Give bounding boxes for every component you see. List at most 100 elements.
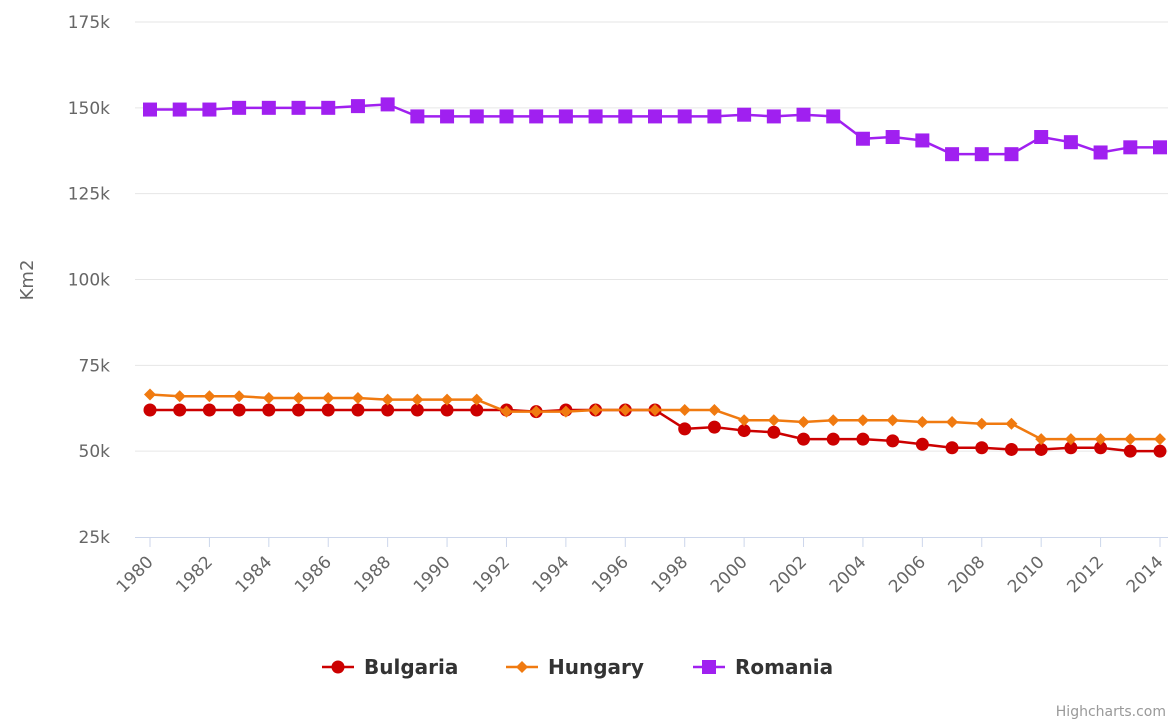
data-point-romania[interactable] [766,109,781,124]
data-point-hungary[interactable] [1005,417,1018,430]
data-point-bulgaria[interactable] [202,403,216,417]
data-point-hungary[interactable] [589,403,602,416]
data-point-bulgaria[interactable] [143,403,157,417]
data-point-romania[interactable] [440,109,455,124]
data-point-bulgaria[interactable] [767,425,781,439]
data-point-hungary[interactable] [233,390,246,403]
data-point-hungary[interactable] [500,405,513,418]
data-point-romania[interactable] [1093,145,1108,160]
data-point-hungary[interactable] [649,403,661,416]
data-point-romania[interactable] [1153,140,1167,155]
data-point-romania[interactable] [143,102,157,117]
data-point-bulgaria[interactable] [975,441,989,455]
data-point-hungary[interactable] [946,415,959,428]
data-point-romania[interactable] [232,100,247,115]
legend-item-romania[interactable]: Romania [693,655,833,679]
data-point-hungary[interactable] [173,390,186,403]
data-point-hungary[interactable] [738,414,751,427]
data-point-hungary[interactable] [1154,433,1166,446]
data-point-bulgaria[interactable] [678,422,692,436]
data-point-romania[interactable] [1034,130,1049,145]
data-point-hungary[interactable] [975,417,988,430]
data-point-romania[interactable] [469,109,484,124]
data-point-romania[interactable] [380,97,395,112]
data-point-hungary[interactable] [886,414,899,427]
data-point-bulgaria[interactable] [470,403,484,417]
credits-link[interactable]: Highcharts.com [1056,704,1166,720]
data-point-hungary[interactable] [262,391,275,404]
data-point-romania[interactable] [1063,135,1078,150]
data-point-romania[interactable] [945,147,960,162]
data-point-romania[interactable] [974,147,989,162]
data-point-romania[interactable] [261,100,276,115]
data-point-hungary[interactable] [1124,433,1137,446]
data-point-bulgaria[interactable] [232,403,246,417]
data-point-bulgaria[interactable] [351,403,365,417]
data-point-bulgaria[interactable] [262,403,276,417]
data-point-hungary[interactable] [470,393,483,406]
data-point-bulgaria[interactable] [915,437,929,451]
data-point-hungary[interactable] [559,405,572,418]
data-point-romania[interactable] [737,107,752,122]
data-point-bulgaria[interactable] [440,403,454,417]
data-point-bulgaria[interactable] [826,432,840,446]
data-point-romania[interactable] [648,109,662,124]
data-point-bulgaria[interactable] [945,441,959,455]
data-point-romania[interactable] [202,102,217,117]
data-point-romania[interactable] [915,133,930,148]
data-point-bulgaria[interactable] [856,432,870,446]
data-point-bulgaria[interactable] [1123,444,1137,458]
data-point-bulgaria[interactable] [737,424,751,438]
data-point-romania[interactable] [677,109,692,124]
data-point-hungary[interactable] [322,391,335,404]
data-point-hungary[interactable] [292,391,305,404]
data-point-romania[interactable] [1123,140,1138,155]
data-point-hungary[interactable] [1064,433,1077,446]
data-point-hungary[interactable] [381,393,394,406]
data-point-hungary[interactable] [916,415,929,428]
data-point-hungary[interactable] [678,403,691,416]
data-point-hungary[interactable] [708,403,721,416]
data-point-bulgaria[interactable] [292,403,306,417]
legend-symbol-romania[interactable] [702,660,716,674]
data-point-bulgaria[interactable] [707,420,721,434]
data-point-hungary[interactable] [767,414,780,427]
data-point-hungary[interactable] [203,390,216,403]
data-point-hungary[interactable] [619,403,632,416]
data-point-hungary[interactable] [797,415,810,428]
data-point-romania[interactable] [1004,147,1019,162]
data-point-hungary[interactable] [411,393,424,406]
data-point-hungary[interactable] [144,388,156,401]
data-point-hungary[interactable] [856,414,869,427]
data-point-romania[interactable] [529,109,544,124]
data-point-bulgaria[interactable] [1094,441,1108,455]
data-point-bulgaria[interactable] [797,432,811,446]
data-point-romania[interactable] [172,102,187,117]
data-point-bulgaria[interactable] [1064,441,1078,455]
data-point-romania[interactable] [855,131,870,146]
data-point-romania[interactable] [499,109,514,124]
data-point-romania[interactable] [558,109,573,124]
data-point-bulgaria[interactable] [381,403,395,417]
data-point-romania[interactable] [588,109,603,124]
data-point-hungary[interactable] [441,393,454,406]
legend-item-hungary[interactable]: Hungary [506,655,644,679]
data-point-hungary[interactable] [1035,433,1048,446]
data-point-romania[interactable] [826,109,841,124]
data-point-hungary[interactable] [530,405,543,418]
data-point-bulgaria[interactable] [1034,442,1048,456]
legend-item-bulgaria[interactable]: Bulgaria [322,655,458,679]
data-point-romania[interactable] [350,99,365,114]
data-point-romania[interactable] [707,109,722,124]
data-point-bulgaria[interactable] [886,434,900,448]
legend-symbol-hungary[interactable] [516,661,528,673]
data-point-bulgaria[interactable] [321,403,335,417]
data-point-bulgaria[interactable] [1004,442,1018,456]
data-point-bulgaria[interactable] [173,403,187,417]
data-point-hungary[interactable] [1094,433,1107,446]
data-point-romania[interactable] [410,109,425,124]
data-point-romania[interactable] [291,100,306,115]
data-point-romania[interactable] [618,109,633,124]
data-point-romania[interactable] [796,107,811,122]
legend-symbol-bulgaria[interactable] [331,660,345,674]
